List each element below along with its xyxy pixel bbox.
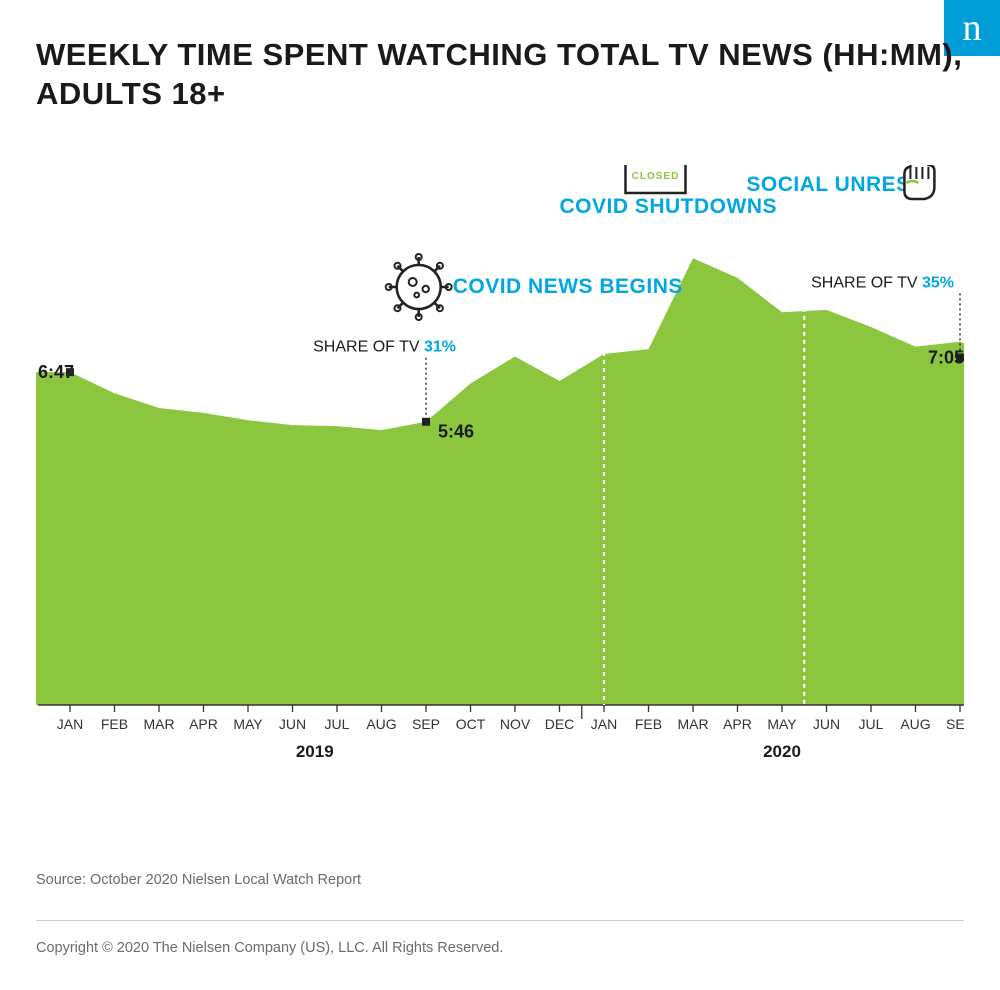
month-label: AUG [900,716,930,732]
month-label: NOV [500,716,531,732]
year-label: 2019 [296,742,334,761]
share-label: SHARE OF TV 31% [313,339,456,356]
month-label: FEB [101,716,128,732]
month-label: FEB [635,716,662,732]
month-label: AUG [366,716,396,732]
month-label: JUN [813,716,840,732]
event-label: SOCIAL UNREST [746,173,924,196]
copyright-text: Copyright © 2020 The Nielsen Company (US… [36,940,503,956]
month-label: DEC [545,716,575,732]
share-label: SHARE OF TV 35% [811,274,954,291]
fist-icon [904,165,934,199]
year-label: 2020 [763,742,801,761]
area-fill [36,258,964,705]
month-label: JAN [591,716,617,732]
month-label: APR [723,716,752,732]
chart-title: WEEKLY TIME SPENT WATCHING TOTAL TV NEWS… [36,36,962,114]
month-label: JAN [57,716,83,732]
title-line-1: WEEKLY TIME SPENT WATCHING TOTAL TV NEWS… [36,36,962,75]
share-value: 5:46 [438,422,474,442]
share-point-marker [422,418,430,426]
closed-sign-icon: CLOSED [626,165,686,193]
month-label: SEP [946,716,964,732]
title-line-2: ADULTS 18+ [36,75,962,114]
area-chart: JAN FEB MAR APR MAY JUN JUL AUG SEP OCT NOV DEC JAN F… [36,165,964,785]
month-label: MAY [233,716,263,732]
month-label: OCT [456,716,486,732]
month-label: JUN [279,716,306,732]
start-marker [66,368,74,376]
month-label: SEP [412,716,440,732]
divider [36,920,964,921]
month-label: APR [189,716,218,732]
event-label: COVID SHUTDOWNS [560,195,778,218]
source-text: Source: October 2020 Nielsen Local Watch… [36,872,361,888]
month-label: MAR [677,716,708,732]
virus-icon [386,254,452,320]
svg-text:CLOSED: CLOSED [632,171,680,182]
chart-svg: JAN FEB MAR APR MAY JUN JUL AUG SEP OCT NOV DEC JAN F… [36,165,964,785]
event-label: COVID NEWS BEGINS [453,275,683,298]
month-label: JUL [325,716,350,732]
month-label: MAY [767,716,797,732]
month-label: MAR [143,716,174,732]
month-label: JUL [859,716,884,732]
end-value-label: 7:05 [928,347,964,367]
